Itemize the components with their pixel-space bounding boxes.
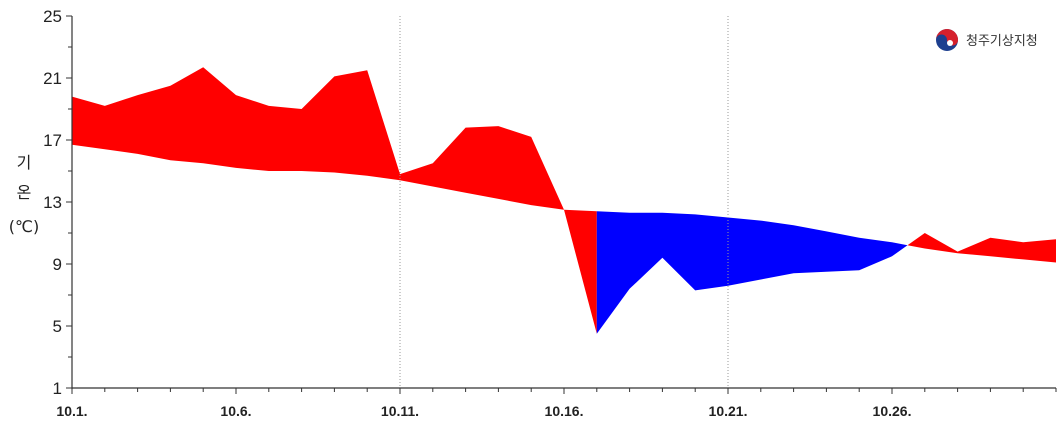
x-tick-label: 10.21.	[709, 403, 748, 419]
cool-anomaly-area-1	[596, 211, 908, 334]
y-tick-label: 5	[53, 317, 62, 336]
x-tick-label: 10.11.	[381, 403, 419, 419]
x-tick-label: 10.26.	[873, 403, 912, 419]
logo-text: 청주기상지청	[966, 34, 1038, 49]
y-tick-label: 13	[43, 193, 62, 212]
x-tick-label: 10.16.	[545, 403, 584, 419]
series-areas	[72, 67, 1056, 334]
warm-anomaly-area-2	[907, 233, 1056, 263]
y-tick-label: 21	[43, 69, 62, 88]
y-tick-label: 9	[53, 255, 62, 274]
y-axis-title-line-3: (℃)	[9, 217, 39, 236]
x-tick-label: 10.6.	[220, 403, 251, 419]
y-axis-title-line-1: 기	[17, 153, 32, 172]
y-tick-label: 17	[43, 131, 62, 150]
taegeuk-icon	[936, 29, 958, 51]
logo: 청주기상지청	[936, 29, 1038, 51]
vertical-gridlines	[399, 16, 729, 388]
warm-anomaly-area-0	[72, 67, 597, 334]
x-tick-label: 10.1.	[56, 403, 87, 419]
axes: 1 5 9 13 17 21 25 10.1. 10.6. 10.11. 10.16. 10.21. 1…	[43, 7, 1057, 419]
y-axis-title: 기 온 (℃)	[9, 153, 39, 236]
y-tick-label: 1	[53, 379, 62, 398]
y-axis-title-line-2: 온	[17, 183, 32, 202]
y-tick-label: 25	[43, 7, 62, 26]
